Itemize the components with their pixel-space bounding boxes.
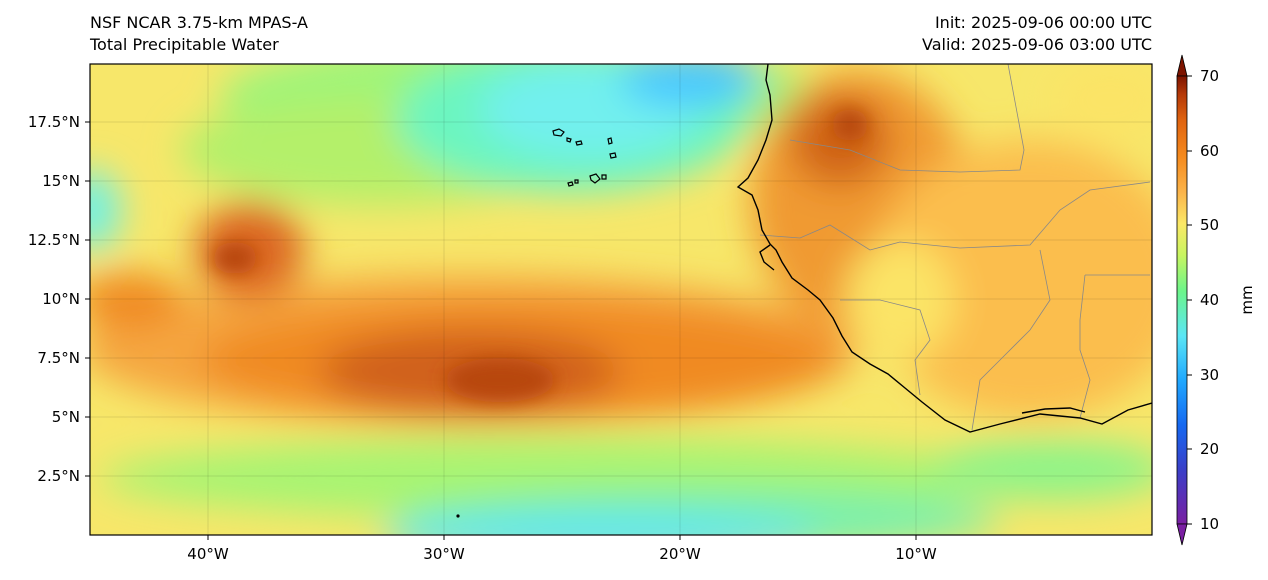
init-time: Init: 2025-09-06 00:00 UTC [934,13,1152,32]
cape-verde-islands [552,128,617,187]
x-tick-label: 20°W [659,545,701,563]
y-tick-label: 2.5°N [37,467,80,485]
x-tick-label: 10°W [895,545,937,563]
valid-time: Valid: 2025-09-06 03:00 UTC [921,35,1152,54]
colorbar-unit-label: mm [1238,285,1256,314]
colorbar-tick-label: 40 [1200,291,1219,309]
y-tick-label: 15°N [42,172,80,190]
island-marker [456,514,460,518]
country-borders [759,64,1151,431]
colorbar-max-arrow [1176,54,1188,77]
y-tick-label: 12.5°N [28,231,80,249]
precipitable-water-field [90,64,1152,535]
model-title: NSF NCAR 3.75-km MPAS-A [90,13,308,32]
colorbar-tick-label: 20 [1200,440,1219,458]
x-tick-label: 30°W [423,545,465,563]
y-tick-label: 10°N [42,290,80,308]
colorbar-tick-label: 70 [1200,67,1219,85]
coastline [736,64,1152,433]
colorbar-tick-label: 10 [1200,515,1219,533]
colorbar-scale [1176,75,1188,525]
field-title: Total Precipitable Water [90,35,279,54]
colorbar-tick-label: 60 [1200,142,1219,160]
x-tick-label: 40°W [187,545,229,563]
colorbar-min-arrow [1176,523,1188,546]
colorbar-tick-label: 50 [1200,216,1219,234]
colorbar: 10 20 30 40 50 60 70 mm [1176,54,1256,546]
graticule [90,64,1152,535]
y-tick-label: 17.5°N [28,113,80,131]
y-tick-label: 7.5°N [37,349,80,367]
y-tick-label: 5°N [52,408,80,426]
colorbar-tick-label: 30 [1200,366,1219,384]
